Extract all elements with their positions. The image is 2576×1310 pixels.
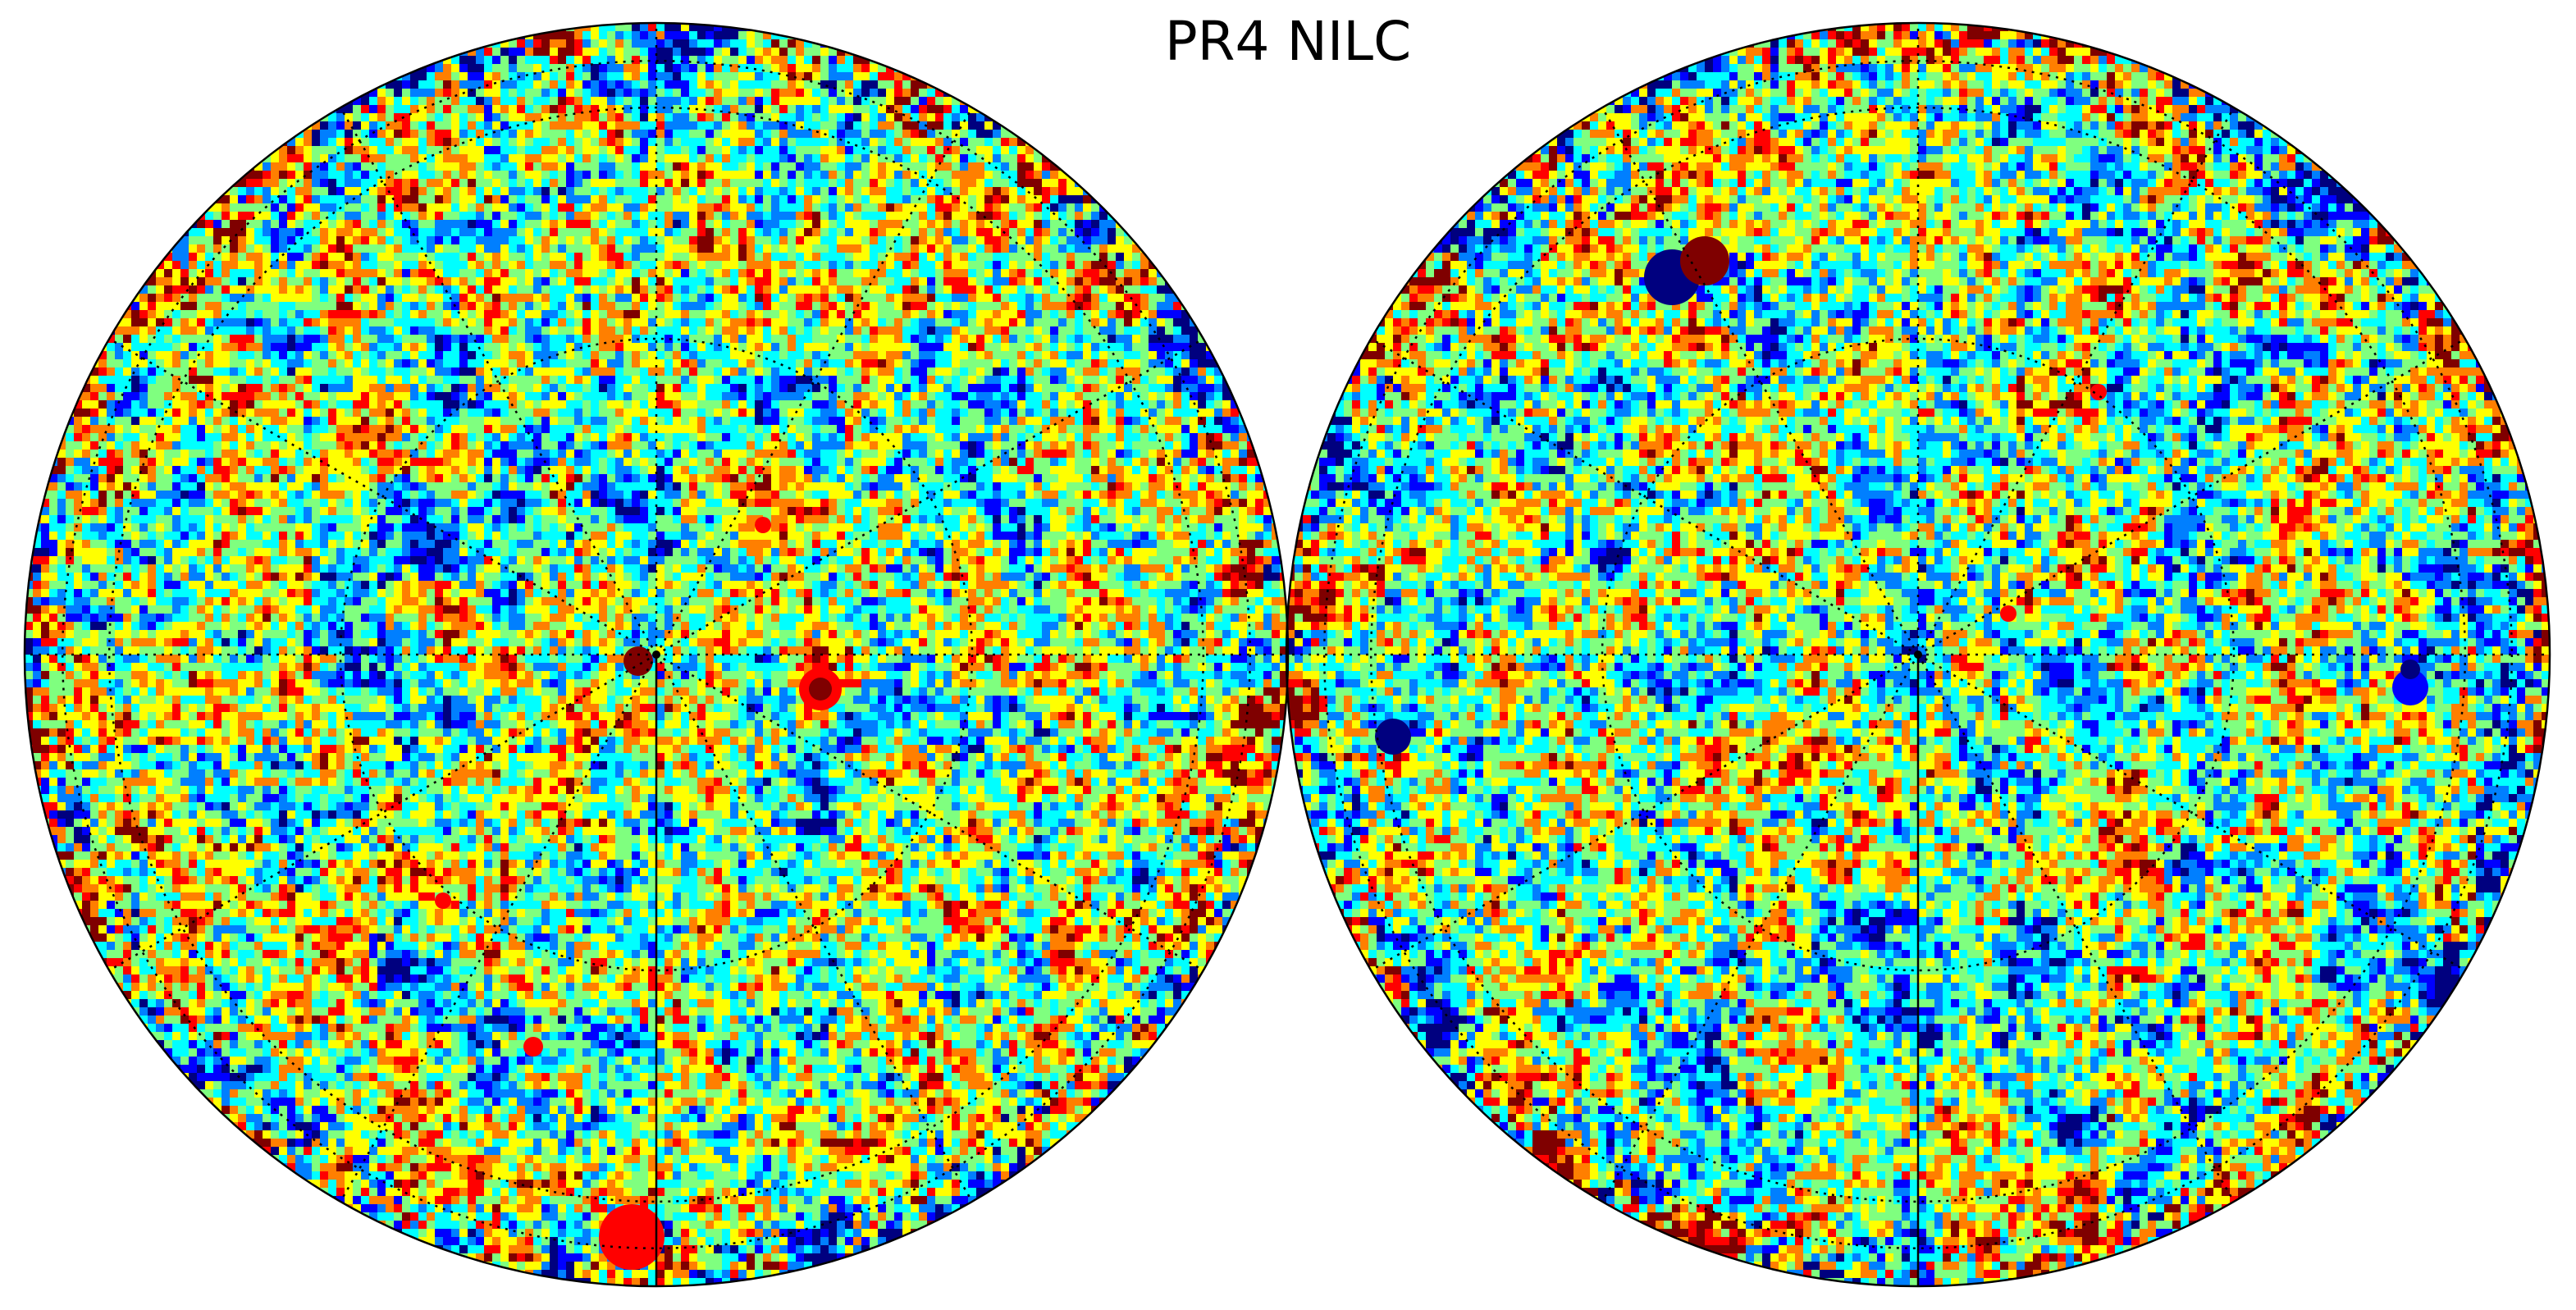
point-source xyxy=(523,1037,543,1057)
graticule-meridian xyxy=(1370,337,1919,656)
point-source xyxy=(2400,660,2420,679)
graticule-meridian xyxy=(339,107,658,655)
graticule-parallel xyxy=(1322,59,2514,1250)
graticule-meridian xyxy=(1370,653,1919,972)
graticule-meridian xyxy=(1601,654,1920,1203)
point-source xyxy=(755,517,771,533)
right-hemisphere-map xyxy=(1286,23,2550,1286)
point-source xyxy=(599,1204,665,1270)
point-source xyxy=(2000,605,2016,622)
point-source xyxy=(1680,236,1729,285)
point-source xyxy=(1375,719,1411,755)
pole-marker xyxy=(652,650,660,659)
graticule-meridian xyxy=(655,107,974,655)
graticule-parallel xyxy=(61,59,1252,1250)
graticule-meridian xyxy=(1916,107,2236,655)
graticule-meridian xyxy=(1601,107,1920,655)
point-source xyxy=(809,678,832,701)
graticule-meridian xyxy=(108,337,657,656)
point-source xyxy=(435,892,451,909)
plot-title: PR4 NILC xyxy=(0,15,2576,69)
graticule-parallel xyxy=(1601,337,2236,972)
right-graticule xyxy=(1285,21,2551,1288)
graticule-meridian xyxy=(655,653,1204,972)
graticule-meridian xyxy=(339,654,658,1203)
point-source xyxy=(2392,669,2428,705)
graticule-meridian xyxy=(108,653,657,972)
graticule-meridian xyxy=(1916,654,2236,1203)
pole-marker xyxy=(1914,650,1922,659)
left-graticule xyxy=(23,21,1290,1288)
graticule-meridian xyxy=(655,654,974,1203)
graticule-meridian xyxy=(1917,337,2466,656)
graticule-parallel xyxy=(339,337,974,972)
point-source xyxy=(2090,384,2107,400)
graticule-parallel xyxy=(107,106,1205,1203)
graticule-meridian xyxy=(1917,653,2466,972)
graticule-parallel xyxy=(1369,106,2467,1203)
graticule-meridian xyxy=(655,337,1204,656)
